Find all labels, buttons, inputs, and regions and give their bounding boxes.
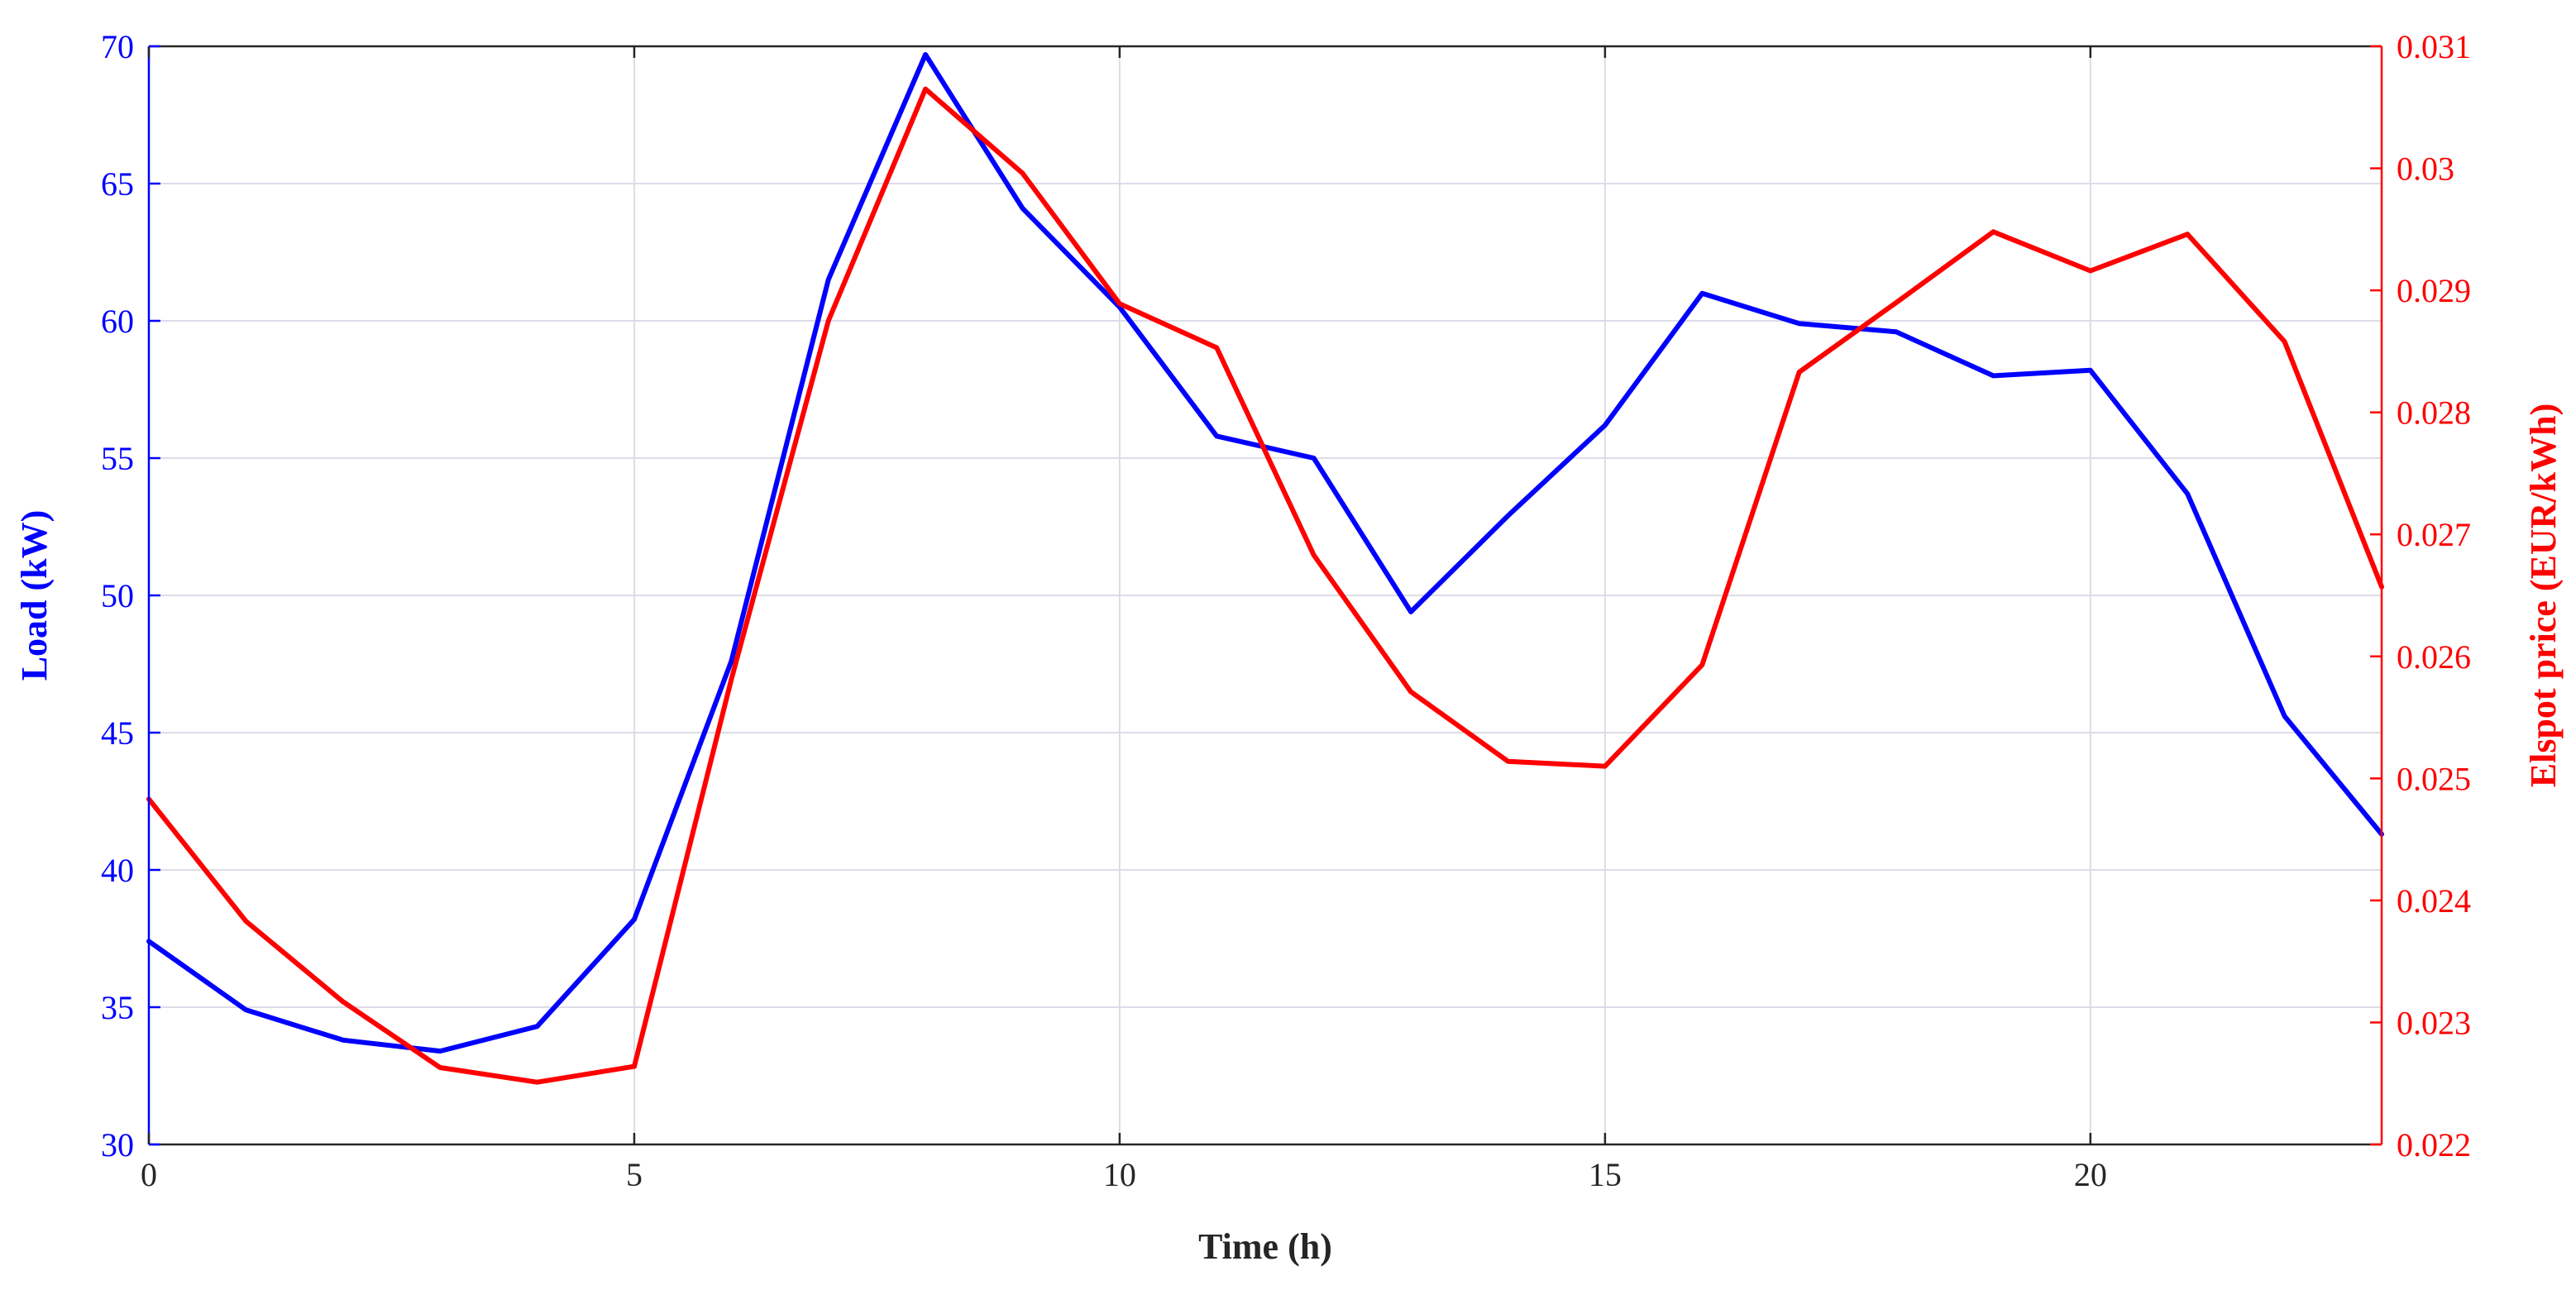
y-axis-left-title: Load (kW)	[14, 510, 55, 681]
y-left-tick-label: 60	[101, 303, 134, 340]
series-lines	[146, 52, 2384, 1085]
y-right-tick-label: 0.029	[2397, 272, 2471, 309]
grid-lines	[149, 46, 2382, 1144]
x-tick-label: 15	[1589, 1156, 1622, 1193]
y-right-tick-label: 0.025	[2397, 760, 2471, 797]
y-left-tick-label: 55	[101, 440, 134, 477]
y-right-tick-label: 0.027	[2397, 516, 2471, 553]
y-left-tick-label: 65	[101, 165, 134, 203]
x-tick-label: 5	[626, 1156, 643, 1193]
tick-labels: 0 5 10 15 20 30 35 40 45 50 55 60 65 70 0.022 0.023 0.02…	[101, 28, 2471, 1193]
y-right-tick-label: 0.028	[2397, 394, 2471, 432]
y-axis-right-title: Elspot price (EUR/kWh)	[2523, 404, 2564, 787]
y-left-tick-label: 45	[101, 714, 134, 752]
y-right-tick-label: 0.03	[2397, 150, 2454, 188]
y-right-tick-label: 0.031	[2397, 28, 2471, 65]
x-tick-label: 10	[1103, 1156, 1136, 1193]
y-right-tick-label: 0.023	[2397, 1004, 2471, 1041]
series-line-left	[146, 52, 2384, 1054]
axes	[147, 45, 2383, 1146]
y-right-tick-label: 0.022	[2397, 1126, 2471, 1163]
y-left-tick-label: 30	[101, 1126, 134, 1163]
y-left-tick-label: 40	[101, 852, 134, 889]
y-right-tick-label: 0.026	[2397, 638, 2471, 676]
y-left-tick-label: 50	[101, 577, 134, 614]
x-axis-title: Time (h)	[1198, 1226, 1332, 1267]
y-left-tick-label: 70	[101, 28, 134, 65]
x-tick-label: 0	[141, 1156, 157, 1193]
x-tick-label: 20	[2074, 1156, 2107, 1193]
y-left-tick-label: 35	[101, 989, 134, 1026]
y-right-tick-label: 0.024	[2397, 882, 2471, 920]
series-line-right	[146, 86, 2384, 1085]
